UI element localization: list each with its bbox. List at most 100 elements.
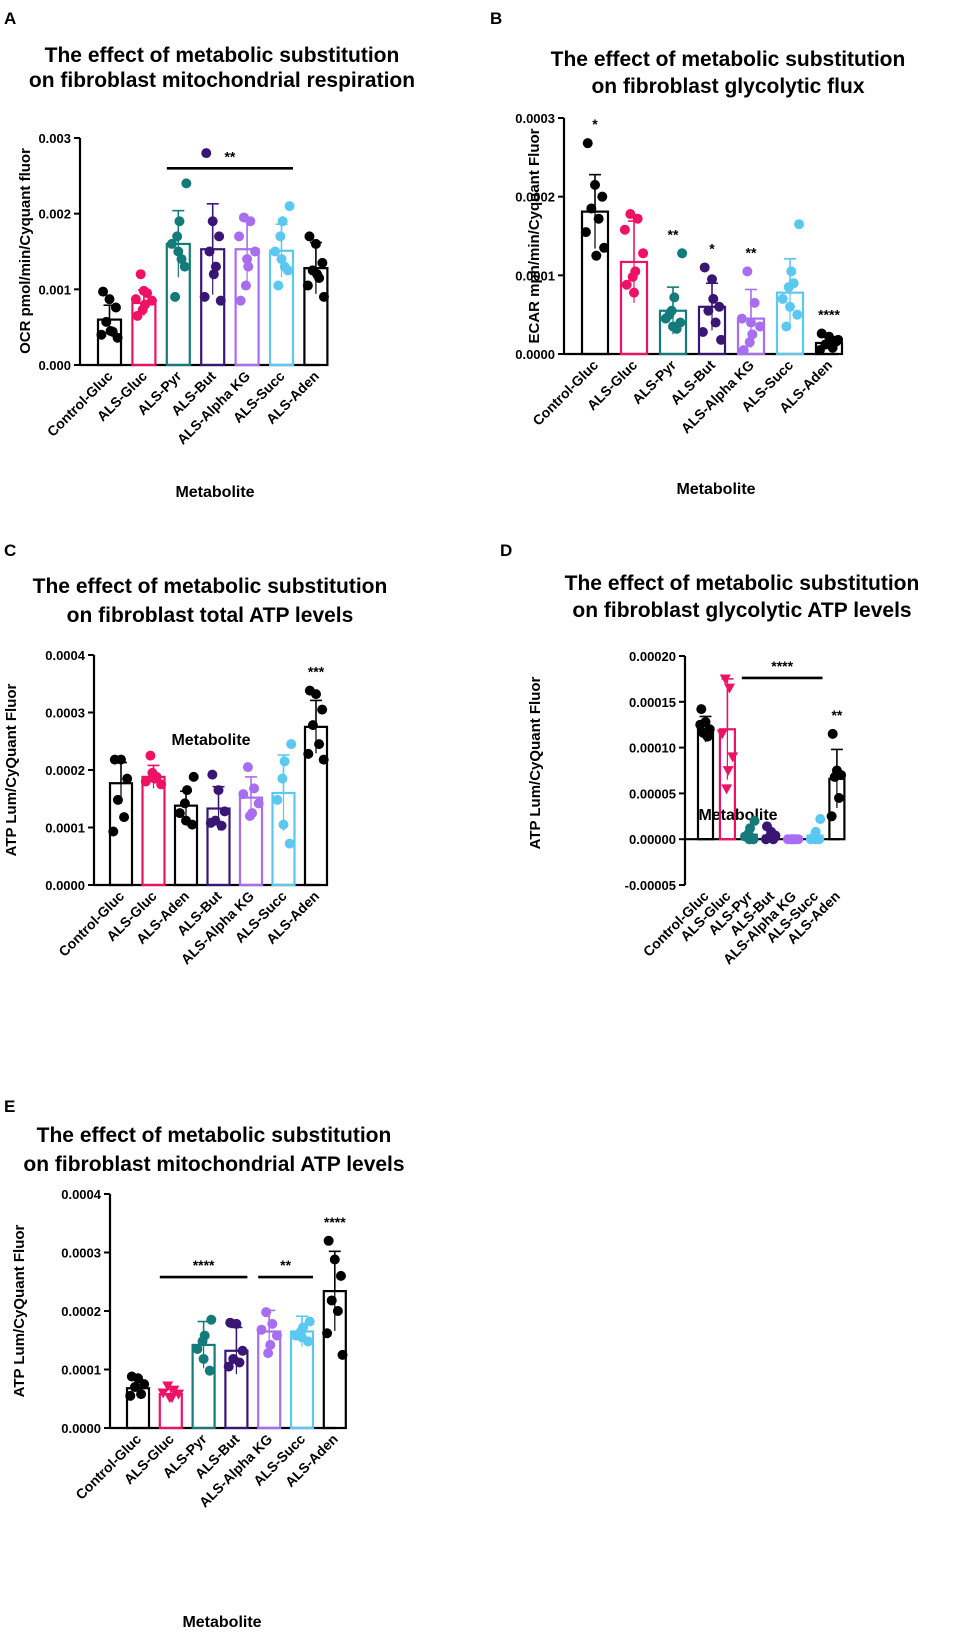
data-point xyxy=(744,337,755,348)
data-point xyxy=(213,785,224,796)
data-point xyxy=(284,201,295,212)
data-point xyxy=(174,808,185,819)
data-point xyxy=(749,815,760,826)
significance-label: **** xyxy=(818,307,840,323)
data-point xyxy=(253,798,264,809)
data-point xyxy=(619,224,630,235)
data-point xyxy=(303,748,314,759)
panel-a: A The effect of metabolic substitutionon … xyxy=(4,9,415,501)
data-point xyxy=(696,704,707,715)
data-point xyxy=(719,674,731,685)
data-point xyxy=(697,326,708,337)
data-point xyxy=(834,792,844,803)
data-point xyxy=(755,321,766,332)
data-point xyxy=(311,689,321,700)
data-point xyxy=(738,345,749,356)
panel-letter: E xyxy=(4,1097,15,1116)
data-point xyxy=(174,216,185,227)
data-point xyxy=(307,720,318,731)
data-point xyxy=(157,1388,169,1399)
data-point xyxy=(201,148,212,159)
data-point xyxy=(204,1365,215,1376)
chart-title: The effect of metabolic substitution xyxy=(45,44,400,67)
data-point xyxy=(742,266,753,277)
data-point xyxy=(748,834,759,845)
data-point xyxy=(130,294,141,305)
data-point xyxy=(235,295,246,306)
data-point xyxy=(198,1353,209,1364)
data-point xyxy=(216,820,227,831)
data-point xyxy=(629,287,639,298)
data-point xyxy=(261,1307,272,1318)
data-point xyxy=(746,317,756,328)
data-point xyxy=(197,1336,208,1347)
data-point xyxy=(96,329,107,340)
data-point xyxy=(326,1295,337,1306)
data-point xyxy=(164,1393,176,1404)
data-point xyxy=(814,345,825,356)
data-point xyxy=(314,739,325,750)
data-point xyxy=(632,213,643,224)
data-point xyxy=(140,776,151,787)
data-point xyxy=(271,1330,282,1341)
data-point xyxy=(207,769,218,780)
chart-title: The effect of metabolic substitution xyxy=(37,1124,392,1147)
x-axis-label: Metabolite xyxy=(698,807,777,824)
data-point xyxy=(219,806,230,817)
data-point xyxy=(747,329,758,340)
data-point xyxy=(136,1389,147,1400)
data-point xyxy=(304,231,315,242)
y-tick-label: 0.0000 xyxy=(515,347,555,362)
data-point xyxy=(116,754,126,765)
data-point xyxy=(206,1314,217,1325)
data-point xyxy=(627,271,638,282)
data-point xyxy=(317,257,328,268)
y-tick-label: 0.0000 xyxy=(45,878,85,893)
data-point xyxy=(179,261,190,272)
y-tick-label: 0.00015 xyxy=(629,695,676,710)
data-point xyxy=(284,838,295,849)
data-point xyxy=(786,266,797,277)
data-point xyxy=(318,754,329,765)
data-point xyxy=(714,301,725,312)
y-tick-label: 0.0003 xyxy=(61,1246,101,1261)
y-tick-label: 0.00000 xyxy=(629,832,676,847)
data-point xyxy=(716,334,727,345)
data-point xyxy=(173,246,184,257)
data-point xyxy=(179,798,190,809)
data-point xyxy=(122,773,133,784)
data-point xyxy=(785,301,795,312)
data-point xyxy=(699,262,710,273)
data-point xyxy=(580,227,591,238)
data-point xyxy=(329,1254,340,1265)
y-axis-label: OCR pmol/min/Cyquant fluor xyxy=(17,148,34,354)
data-point xyxy=(279,261,290,272)
data-point xyxy=(272,794,283,805)
chart-title: on fibroblast mitochondrial ATP levels xyxy=(23,1153,404,1176)
y-tick-label: 0.0001 xyxy=(45,821,85,836)
data-point xyxy=(156,779,167,790)
data-point xyxy=(135,269,146,280)
panel-c: C The effect of metabolic substitution on … xyxy=(3,541,387,967)
data-point xyxy=(760,834,771,845)
bar-als-gluc xyxy=(141,775,166,887)
data-point xyxy=(277,216,288,227)
data-point xyxy=(273,280,284,291)
data-point xyxy=(119,812,130,823)
data-point xyxy=(101,316,112,327)
chart-title: The effect of metabolic substitution xyxy=(33,575,388,598)
data-point xyxy=(323,1235,334,1246)
data-point xyxy=(166,238,177,249)
data-point xyxy=(125,1390,136,1401)
data-point xyxy=(139,1379,150,1390)
data-point xyxy=(792,309,803,320)
y-tick-label: 0.000 xyxy=(38,358,71,373)
significance-label: * xyxy=(709,240,715,256)
data-point xyxy=(695,719,706,730)
data-point xyxy=(242,762,253,773)
data-point xyxy=(105,325,116,336)
data-point xyxy=(317,704,328,715)
data-point xyxy=(214,231,225,242)
data-point xyxy=(312,269,323,280)
